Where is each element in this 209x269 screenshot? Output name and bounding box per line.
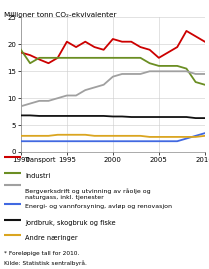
Text: Energi- og vannforsyning, avløp og renovasjon: Energi- og vannforsyning, avløp og renov… — [25, 204, 172, 209]
Text: Industri: Industri — [25, 173, 50, 179]
Text: Jordbruk, skogbruk og fiske: Jordbruk, skogbruk og fiske — [25, 220, 116, 226]
Text: Transport: Transport — [25, 157, 57, 163]
Text: Andre næringer: Andre næringer — [25, 235, 78, 241]
Text: Kilde: Statistisk sentralbyrå.: Kilde: Statistisk sentralbyrå. — [4, 260, 87, 266]
Text: * Foreløpige tall for 2010.: * Foreløpige tall for 2010. — [4, 251, 80, 256]
Text: Millioner tonn CO₂-ekvivalenter: Millioner tonn CO₂-ekvivalenter — [4, 12, 117, 18]
Text: Bergverksdrift og utvinning av råolje og
naturgass, inkl. tjenester: Bergverksdrift og utvinning av råolje og… — [25, 189, 151, 200]
